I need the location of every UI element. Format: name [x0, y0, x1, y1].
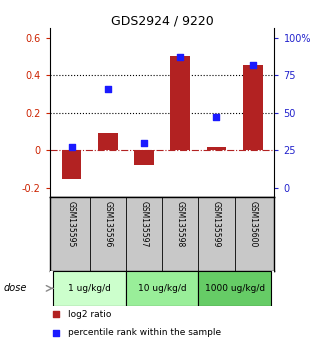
Text: GSM135595: GSM135595 [67, 201, 76, 247]
Bar [243, 65, 263, 150]
Bar [98, 132, 118, 150]
Point [142, 140, 147, 145]
Point [214, 114, 219, 120]
Point [250, 62, 255, 68]
Text: 1 ug/kg/d: 1 ug/kg/d [68, 284, 111, 293]
Bar [53, 271, 126, 306]
Bar [198, 271, 271, 306]
Bar [62, 150, 82, 178]
Text: GSM135599: GSM135599 [212, 201, 221, 247]
Bar [206, 147, 226, 150]
Text: dose: dose [3, 283, 27, 293]
Text: GSM135597: GSM135597 [140, 201, 149, 247]
Text: GSM135598: GSM135598 [176, 201, 185, 247]
Text: log2 ratio: log2 ratio [68, 310, 111, 319]
Point [178, 55, 183, 60]
Point [105, 86, 110, 92]
Point [54, 330, 59, 336]
Bar [126, 271, 198, 306]
Text: 10 ug/kg/d: 10 ug/kg/d [138, 284, 187, 293]
Text: GSM135596: GSM135596 [103, 201, 112, 247]
Text: 1000 ug/kg/d: 1000 ug/kg/d [204, 284, 265, 293]
Point [54, 311, 59, 317]
Text: percentile rank within the sample: percentile rank within the sample [68, 329, 221, 337]
Bar [170, 57, 190, 150]
Point [69, 144, 74, 150]
Bar [134, 150, 154, 165]
Title: GDS2924 / 9220: GDS2924 / 9220 [111, 14, 213, 27]
Text: GSM135600: GSM135600 [248, 201, 257, 247]
